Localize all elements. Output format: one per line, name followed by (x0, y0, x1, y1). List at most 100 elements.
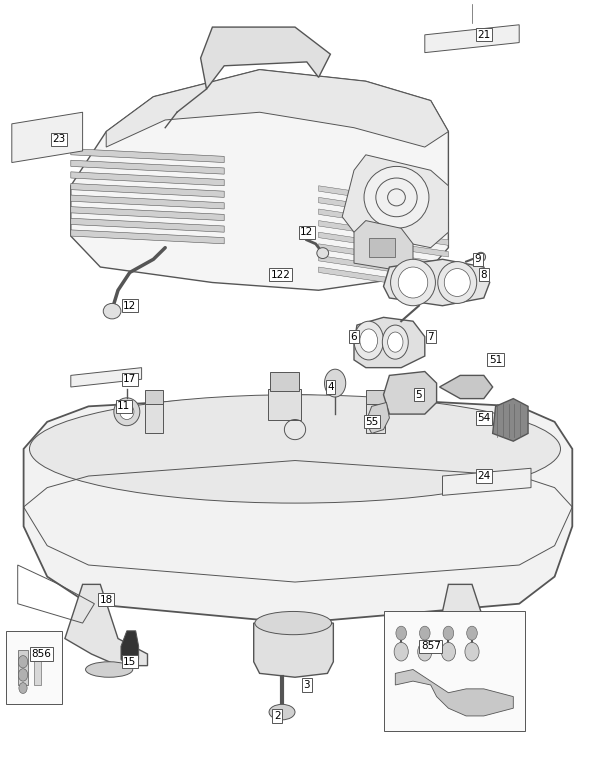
Text: 6: 6 (350, 332, 358, 341)
Ellipse shape (476, 252, 486, 262)
Bar (6, 631, 62, 704)
Ellipse shape (396, 626, 407, 640)
Text: 9: 9 (474, 255, 481, 264)
Text: 17: 17 (123, 375, 136, 384)
Text: 4: 4 (327, 382, 334, 392)
Text: 122: 122 (270, 270, 290, 279)
Polygon shape (201, 27, 330, 89)
Text: 857: 857 (421, 642, 441, 651)
Text: 24: 24 (477, 471, 490, 481)
Polygon shape (493, 399, 528, 441)
Polygon shape (319, 221, 448, 245)
Polygon shape (71, 230, 224, 244)
Ellipse shape (324, 369, 346, 397)
Text: 8: 8 (480, 270, 487, 279)
Text: 21: 21 (477, 30, 490, 39)
Polygon shape (342, 155, 448, 248)
Polygon shape (354, 221, 413, 271)
Polygon shape (384, 372, 437, 414)
Text: 5: 5 (415, 390, 422, 399)
Bar (18, 650, 28, 685)
Polygon shape (71, 149, 224, 163)
Polygon shape (354, 317, 425, 368)
Polygon shape (12, 112, 83, 163)
Polygon shape (319, 209, 448, 234)
Ellipse shape (269, 704, 295, 720)
Bar (268, 389, 301, 420)
Polygon shape (319, 232, 448, 257)
Polygon shape (71, 207, 224, 221)
Ellipse shape (354, 321, 384, 360)
Text: 51: 51 (489, 355, 502, 365)
Ellipse shape (443, 626, 454, 640)
Bar (369, 238, 395, 257)
Polygon shape (384, 259, 490, 306)
Text: 856: 856 (31, 649, 51, 659)
Text: 54: 54 (477, 413, 490, 423)
Ellipse shape (114, 398, 140, 426)
Bar (145, 390, 163, 404)
Text: 23: 23 (53, 135, 65, 144)
Bar (366, 390, 385, 404)
Polygon shape (319, 244, 448, 269)
Polygon shape (442, 468, 531, 495)
Text: 3: 3 (303, 680, 310, 690)
Ellipse shape (438, 262, 477, 303)
Ellipse shape (418, 642, 432, 661)
Polygon shape (121, 631, 139, 666)
Text: 7: 7 (427, 332, 434, 341)
Polygon shape (319, 186, 448, 211)
Polygon shape (319, 197, 448, 222)
Text: 11: 11 (117, 402, 130, 411)
Polygon shape (440, 375, 493, 399)
Polygon shape (71, 195, 224, 209)
Ellipse shape (467, 626, 477, 640)
Ellipse shape (103, 303, 121, 319)
Polygon shape (71, 183, 224, 197)
Ellipse shape (441, 662, 486, 677)
Ellipse shape (18, 669, 28, 681)
Ellipse shape (360, 329, 378, 352)
Ellipse shape (465, 642, 479, 661)
Ellipse shape (18, 656, 28, 668)
Ellipse shape (86, 662, 133, 677)
Polygon shape (71, 368, 142, 387)
Ellipse shape (441, 642, 455, 661)
Ellipse shape (30, 395, 560, 503)
Text: 15: 15 (123, 657, 136, 666)
Ellipse shape (317, 248, 329, 259)
Ellipse shape (120, 404, 134, 420)
Ellipse shape (255, 611, 332, 635)
Ellipse shape (388, 332, 403, 352)
Polygon shape (254, 623, 333, 677)
Bar (366, 402, 385, 433)
Text: 12: 12 (123, 301, 136, 310)
Polygon shape (319, 255, 448, 280)
Ellipse shape (419, 626, 430, 640)
Text: 55: 55 (365, 417, 378, 426)
Polygon shape (24, 395, 572, 623)
Bar (145, 402, 163, 433)
Polygon shape (71, 172, 224, 186)
Ellipse shape (394, 642, 408, 661)
Ellipse shape (398, 267, 428, 298)
Polygon shape (425, 25, 519, 53)
Ellipse shape (444, 269, 470, 296)
Text: 18: 18 (100, 595, 113, 604)
Ellipse shape (382, 325, 408, 359)
Polygon shape (71, 70, 448, 290)
Polygon shape (366, 402, 389, 433)
Polygon shape (395, 670, 513, 716)
Bar (384, 611, 525, 731)
Ellipse shape (364, 166, 429, 228)
Text: 12: 12 (300, 228, 313, 237)
Polygon shape (319, 267, 448, 292)
Polygon shape (106, 70, 448, 147)
Ellipse shape (391, 259, 435, 306)
Text: 2: 2 (274, 711, 281, 721)
Polygon shape (71, 218, 224, 232)
Polygon shape (71, 160, 224, 174)
Bar (270, 372, 299, 391)
Polygon shape (437, 584, 493, 662)
Bar (34, 650, 41, 685)
